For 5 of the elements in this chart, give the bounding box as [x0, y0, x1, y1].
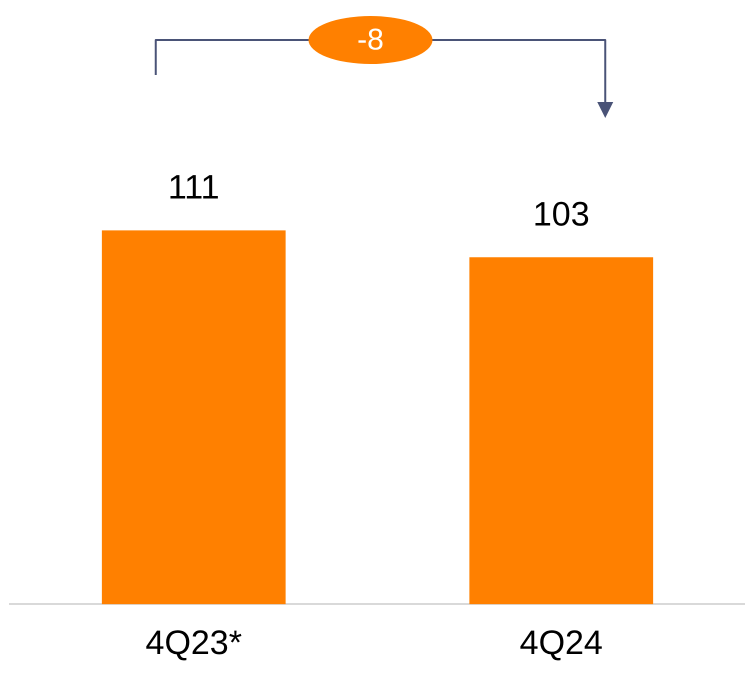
- x-tick-label: 4Q24: [520, 624, 603, 662]
- data-label: 103: [532, 196, 590, 234]
- x-tick-label: 4Q23*: [146, 624, 242, 662]
- text: -8: [357, 23, 384, 56]
- data-label: 111: [168, 168, 220, 207]
